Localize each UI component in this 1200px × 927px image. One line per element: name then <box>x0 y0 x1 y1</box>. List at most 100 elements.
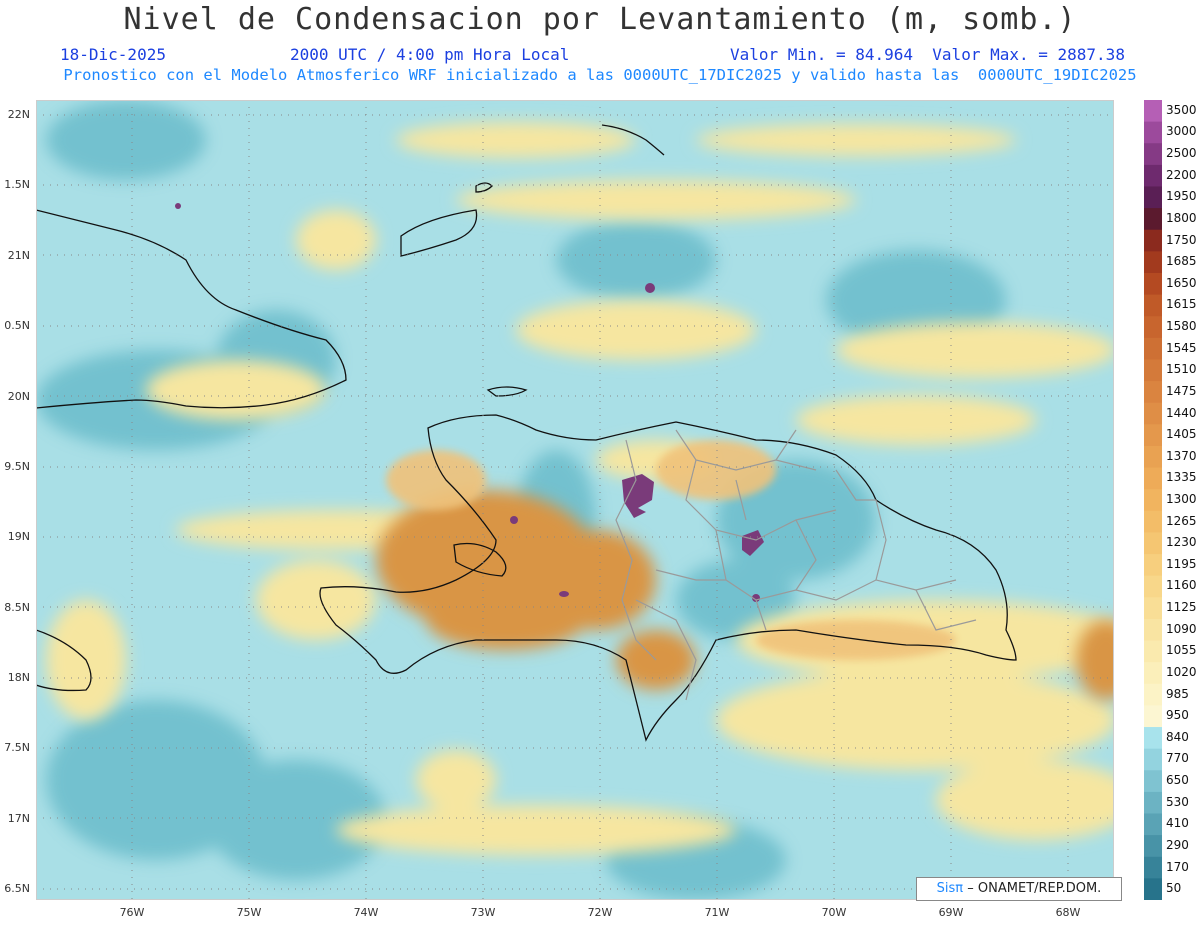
legend-label: 1125 <box>1166 600 1197 615</box>
legend-swatch <box>1144 229 1162 252</box>
legend-swatch <box>1144 770 1162 793</box>
legend-swatch <box>1144 554 1162 577</box>
lat-label: 9.5N <box>4 460 30 473</box>
legend-swatch <box>1144 662 1162 685</box>
legend-swatch <box>1144 791 1162 815</box>
legend-label: 1160 <box>1166 578 1197 593</box>
legend-swatch <box>1144 445 1162 469</box>
legend-swatch <box>1144 683 1162 706</box>
color-legend <box>1144 100 1162 900</box>
bahamas-1 <box>400 209 478 257</box>
legend-swatch <box>1144 575 1162 598</box>
legend-swatch <box>1144 467 1162 490</box>
legend-label: 1475 <box>1166 383 1197 398</box>
lat-label: 7.5N <box>4 741 30 754</box>
legend-swatch <box>1144 316 1162 339</box>
legend-swatch <box>1144 272 1162 296</box>
province-borders <box>615 429 977 701</box>
max-lcl-cells <box>175 203 764 602</box>
lat-label: 17N <box>7 812 30 825</box>
legend-label: 1300 <box>1166 492 1197 506</box>
legend-swatch <box>1144 337 1162 360</box>
legend-label: 1750 <box>1166 232 1197 247</box>
legend-label: 1265 <box>1166 513 1197 528</box>
legend-swatch <box>1144 100 1162 123</box>
legend-label: 650 <box>1166 773 1189 788</box>
coastlines <box>36 124 1017 742</box>
legend-label: 950 <box>1166 708 1189 723</box>
graticule <box>36 100 1114 900</box>
legend-label: 3000 <box>1166 124 1197 139</box>
legend-swatch <box>1144 381 1162 404</box>
legend-label: 1800 <box>1166 210 1197 225</box>
legend-label: 840 <box>1166 729 1189 744</box>
lon-label: 68W <box>1055 906 1081 919</box>
legend-swatch <box>1144 878 1162 900</box>
forecast-description: Pronostico con el Modelo Atmosferico WRF… <box>63 66 1137 84</box>
legend-label: 1020 <box>1166 664 1197 679</box>
legend-label: 1615 <box>1166 297 1197 312</box>
legend-swatch <box>1144 618 1162 642</box>
legend-swatch <box>1144 835 1162 858</box>
cuba-coast <box>36 209 347 409</box>
legend-label: 1335 <box>1166 470 1197 485</box>
forecast-date: 18-Dic-2025 <box>60 45 166 64</box>
legend-label: 1685 <box>1166 254 1197 269</box>
legend-label: 1405 <box>1166 427 1197 442</box>
bahamas-2 <box>601 124 665 156</box>
credit-box: Sisπ – ONAMET/REP.DOM. <box>916 877 1122 901</box>
sispi-logo: Sisπ <box>936 881 964 896</box>
legend-swatch <box>1144 597 1162 620</box>
lon-label: 74W <box>353 906 379 919</box>
legend-swatch <box>1144 856 1162 879</box>
lat-label: 6.5N <box>4 882 30 895</box>
very-high-lcl-areas <box>376 490 1114 700</box>
lon-label: 70W <box>821 906 847 919</box>
lat-label: 1.5N <box>4 178 30 191</box>
legend-label: 1195 <box>1166 556 1197 571</box>
legend-label: 1580 <box>1166 319 1197 334</box>
legend-swatch <box>1144 186 1162 209</box>
legend-swatch <box>1144 294 1162 317</box>
bahamas-3 <box>475 182 493 193</box>
lat-label: 22N <box>7 108 30 121</box>
lon-label: 69W <box>938 906 964 919</box>
legend-label: 290 <box>1166 837 1189 852</box>
legend-label: 170 <box>1166 859 1189 874</box>
legend-swatch <box>1144 402 1162 425</box>
forecast-time: 2000 UTC / 4:00 pm Hora Local <box>290 45 570 64</box>
legend-label: 3500 <box>1166 102 1197 117</box>
legend-swatch <box>1144 121 1162 144</box>
jamaica-coast <box>36 629 92 692</box>
legend-label: 1440 <box>1166 405 1197 420</box>
haiti-dr-coast <box>319 414 1017 742</box>
legend-swatch <box>1144 705 1162 728</box>
legend-label: 50 <box>1166 881 1182 896</box>
legend-swatch <box>1144 164 1162 187</box>
lon-label: 76W <box>119 906 145 919</box>
legend-swatch <box>1144 359 1162 382</box>
legend-label: 1545 <box>1166 340 1197 355</box>
legend-label: 1055 <box>1166 643 1197 658</box>
legend-label: 1090 <box>1166 621 1197 636</box>
lat-label: 18N <box>7 671 30 684</box>
legend-swatch <box>1144 143 1162 166</box>
legend-swatch <box>1144 748 1162 771</box>
legend-swatch <box>1144 813 1162 836</box>
legend-swatch <box>1144 251 1162 274</box>
legend-label: 1510 <box>1166 362 1197 377</box>
credit-text: – ONAMET/REP.DOM. <box>967 881 1102 896</box>
legend-label: 410 <box>1166 816 1189 831</box>
legend-label: 1230 <box>1166 535 1197 550</box>
legend-swatch <box>1144 424 1162 447</box>
legend-swatch <box>1144 532 1162 555</box>
legend-swatch <box>1144 727 1162 750</box>
lat-label: 21N <box>7 249 30 262</box>
legend-label: 1370 <box>1166 448 1197 463</box>
lat-label: 0.5N <box>4 319 30 332</box>
lat-label: 19N <box>7 530 30 543</box>
gonave-island <box>453 542 507 577</box>
legend-swatch <box>1144 208 1162 231</box>
lon-label: 75W <box>236 906 262 919</box>
lcl-map <box>36 100 1114 900</box>
